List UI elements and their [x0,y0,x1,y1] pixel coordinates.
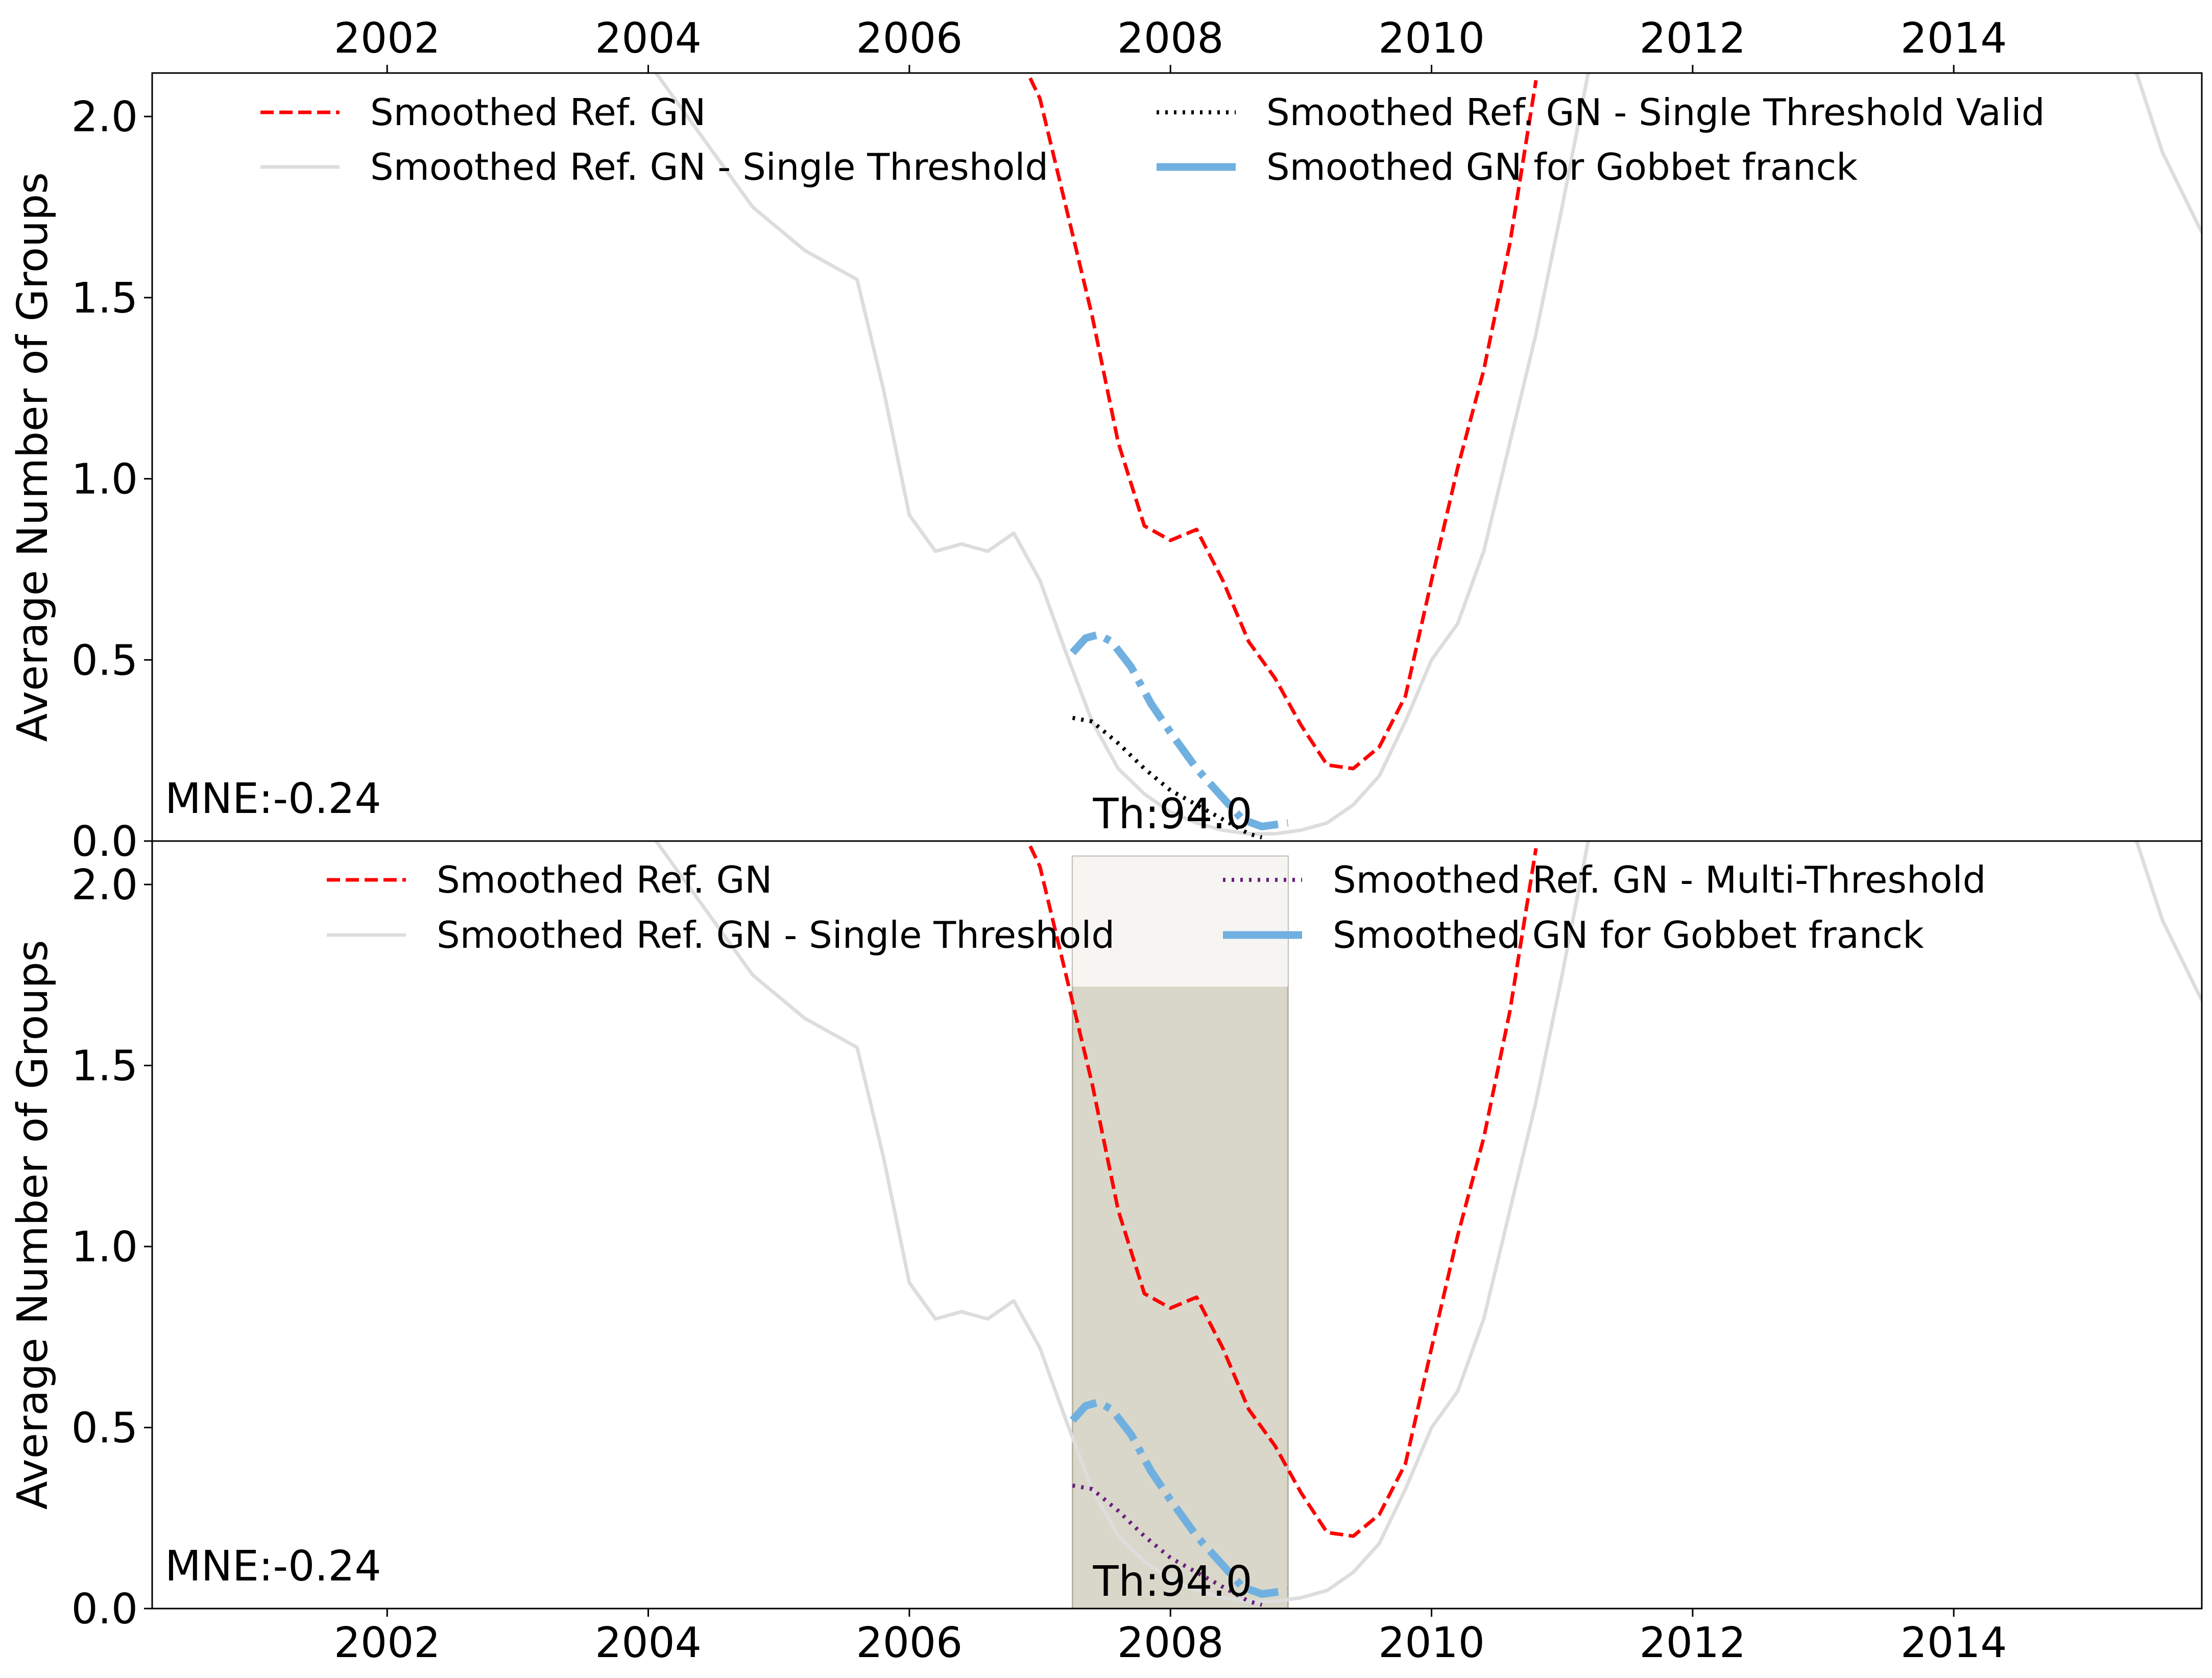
threshold-annotation: Th:94.0 [1092,790,1252,838]
x-tick-label: 2012 [1640,14,1746,63]
mne-annotation: MNE:-0.24 [165,1542,381,1591]
series-line-smoothed-ref-gn-single-threshold [2134,73,2202,233]
x-tick-label: 2008 [1117,14,1224,63]
y-tick-label: 0.5 [71,636,138,685]
legend-label: Smoothed Ref. GN - Single Threshold Vali… [1266,91,2045,134]
series-line-smoothed-ref-gn [1025,73,1538,771]
x-tick-label: 2004 [595,14,702,63]
x-tick-label: 2010 [1378,1619,1485,1667]
y-tick-label: 2.0 [71,861,138,909]
chart-panel-2: 0.0 0.5 1.0 1.5 2.0 2002 2004 2006 2008 2010 2012 2… [9,840,2203,1667]
y-tick-label: 0.5 [71,1404,138,1453]
threshold-annotation: Th:94.0 [1092,1557,1252,1606]
x-tick-label: 2008 [1117,1619,1224,1667]
x-tick-label: 2012 [1640,1619,1746,1667]
legend-label: Smoothed Ref. GN - Multi-Threshold [1333,858,1986,901]
y-tick-label: 1.5 [71,1042,138,1091]
series-line-smoothed-ref-gn-single-threshold [2134,841,2202,1001]
x-tick-label: 2004 [595,1619,702,1667]
x-tick-label: 2006 [856,1619,963,1667]
y-tick-label: 1.0 [71,1223,138,1272]
x-tick-label: 2006 [856,14,963,63]
mne-annotation: MNE:-0.24 [165,775,381,823]
series-line-smoothed-gn-for-gobbet-franck [1069,1398,1289,1598]
legend-label: Smoothed GN for Gobbet franck [1266,146,1858,188]
legend-label: Smoothed Ref. GN - Single Threshold [370,146,1048,188]
y-axis-title: Average Number of Groups [9,940,57,1510]
y-tick-label: 1.0 [71,456,138,504]
y-axis-title: Average Number of Groups [9,172,57,742]
x-tick-label: 2010 [1378,14,1485,63]
series-line-smoothed-gn-for-gobbet-franck [1069,631,1289,831]
x-tick-label: 2014 [1901,14,2007,63]
y-tick-label: 0.0 [71,1585,138,1634]
legend: Smoothed Ref. GN Smoothed Ref. GN - Singl… [327,856,1986,987]
series-line-smoothed-ref-gn-single-threshold [654,841,1590,1603]
series-line-smoothed-ref-gn-single-threshold [654,73,1590,836]
legend-label: Smoothed Ref. GN - Single Threshold [437,914,1115,956]
series-line-smoothed-ref-gn [1025,841,1538,1538]
legend-label: Smoothed Ref. GN [370,91,706,134]
chart-panel-1: 0.0 0.5 1.0 1.5 2.0 2002 2004 2006 2008 2010 2012 2… [9,14,2203,866]
y-tick-label: 1.5 [71,274,138,323]
plot-frame [151,840,2203,1610]
legend-label: Smoothed Ref. GN [437,858,772,901]
y-tick-label: 0.0 [71,818,138,866]
x-tick-label: 2002 [334,14,441,63]
legend-label: Smoothed GN for Gobbet franck [1333,914,1924,956]
series-group [654,73,2202,840]
legend-backdrop [1072,856,1288,987]
x-tick-label: 2002 [334,1619,441,1667]
series-group [654,841,2202,1607]
legend: Smoothed Ref. GN Smoothed Ref. GN - Singl… [260,91,2045,188]
y-tick-label: 2.0 [71,93,138,141]
x-tick-label: 2014 [1901,1619,2007,1667]
